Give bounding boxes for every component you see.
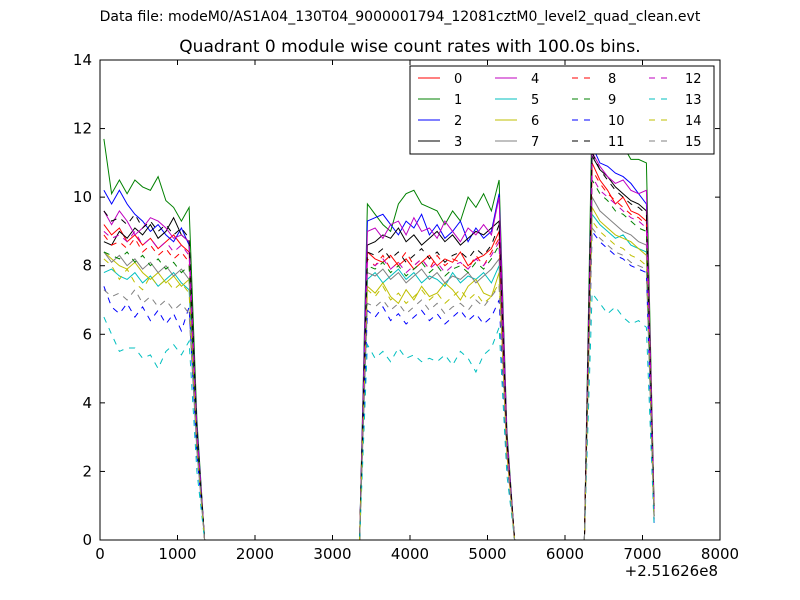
y-tick-label: 8 (82, 257, 92, 275)
legend-box (409, 65, 715, 155)
series-line-14 (103, 219, 655, 541)
y-tick-label: 10 (73, 188, 92, 206)
legend-label-11: 11 (608, 135, 625, 150)
series-line-15 (103, 226, 655, 541)
legend-label-0: 0 (454, 72, 462, 87)
axis-ticks: 0 1000 2000 3000 4000 5000 6000 7000 80000246810… (73, 51, 739, 563)
y-tick-label: 14 (73, 51, 92, 69)
y-tick-label: 0 (82, 531, 92, 549)
series-line-8 (103, 167, 655, 541)
series-line-11 (103, 152, 655, 541)
x-tick-label: 3000 (313, 545, 351, 563)
series-line-1 (103, 107, 655, 541)
x-tick-label: 2000 (236, 545, 274, 563)
x-tick-label: 7000 (623, 545, 661, 563)
legend-label-13: 13 (685, 93, 702, 108)
series-lines (103, 107, 655, 541)
x-offset-label: +2.51626e8 (624, 562, 718, 580)
series-line-3 (103, 154, 655, 541)
legend-label-14: 14 (685, 114, 702, 129)
x-tick-label: 8000 (701, 545, 739, 563)
y-tick-label: 4 (82, 394, 92, 412)
series-line-6 (103, 205, 655, 541)
series-line-12 (103, 174, 655, 541)
legend-label-7: 7 (531, 135, 539, 150)
legend-label-2: 2 (454, 114, 462, 129)
legend-label-6: 6 (531, 114, 539, 129)
legend-label-4: 4 (531, 72, 539, 87)
series-line-13 (103, 291, 655, 541)
series-line-4 (103, 150, 655, 541)
legend-label-12: 12 (685, 72, 702, 87)
x-tick-label: 0 (95, 545, 105, 563)
series-line-7 (103, 195, 655, 541)
x-tick-label: 1000 (158, 545, 196, 563)
x-tick-label: 5000 (468, 545, 506, 563)
series-line-2 (103, 145, 655, 541)
legend-label-5: 5 (531, 93, 539, 108)
legend-label-3: 3 (454, 135, 462, 150)
legend-label-15: 15 (685, 135, 702, 150)
legend-label-9: 9 (608, 93, 616, 108)
legend-label-10: 10 (608, 114, 625, 129)
data-file-suptitle: Data file: modeM0/AS1A04_130T04_90000017… (99, 9, 701, 25)
chart-title: Quadrant 0 module wise count rates with … (179, 37, 641, 57)
y-tick-label: 12 (73, 120, 92, 138)
y-tick-label: 2 (82, 462, 92, 480)
x-tick-label: 4000 (391, 545, 429, 563)
series-line-5 (103, 212, 655, 541)
y-tick-label: 6 (82, 325, 92, 343)
legend-label-8: 8 (608, 72, 616, 87)
x-tick-label: 6000 (546, 545, 584, 563)
legend-label-1: 1 (454, 93, 462, 108)
